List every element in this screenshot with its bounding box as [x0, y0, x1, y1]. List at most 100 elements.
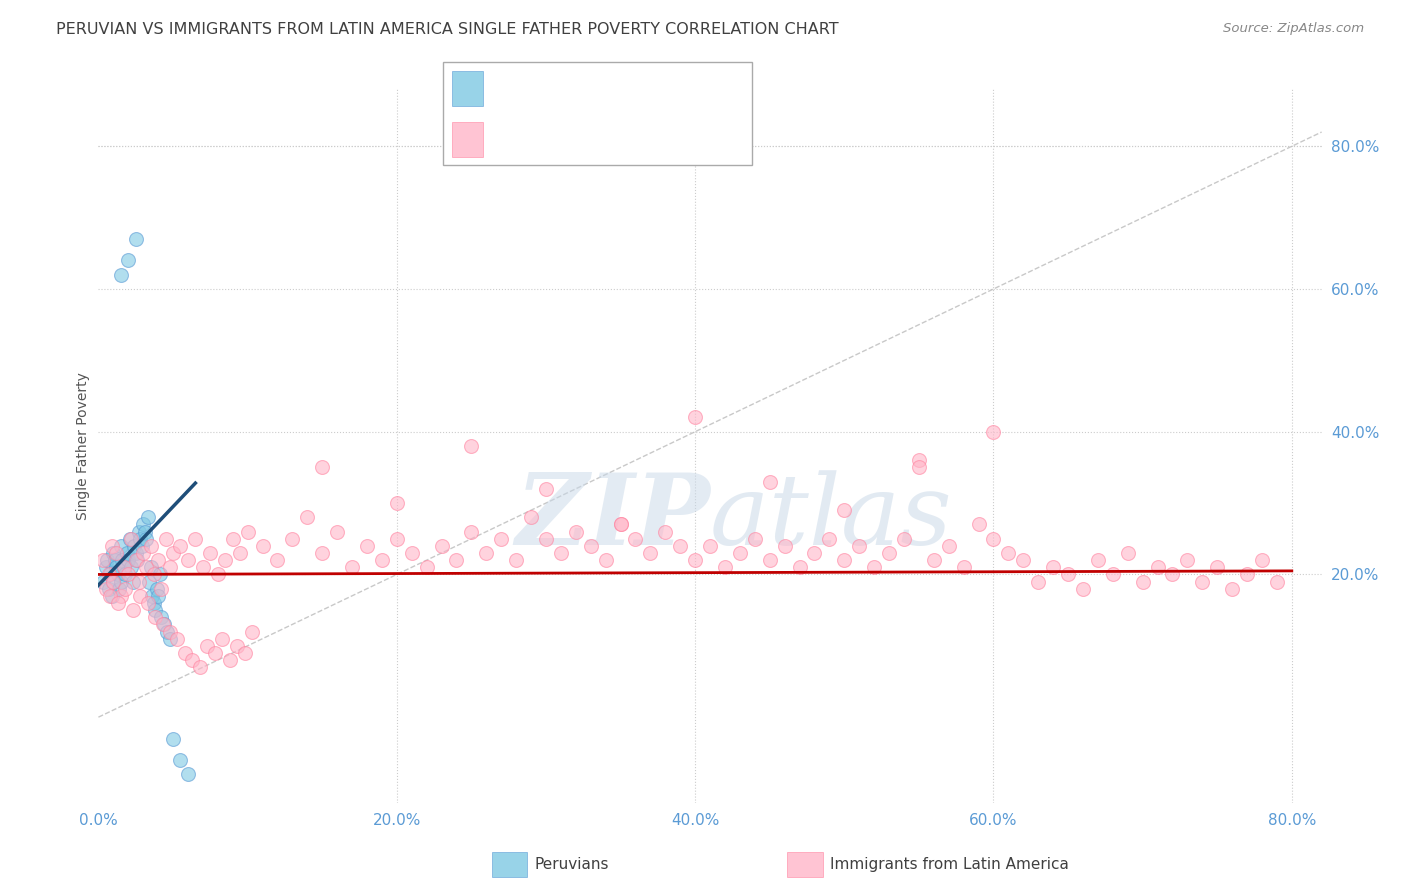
Point: [311, 546, 333, 560]
Point: [922, 553, 945, 567]
Point: [1026, 574, 1049, 589]
Point: [669, 539, 692, 553]
Point: [997, 546, 1019, 560]
Text: PERUVIAN VS IMMIGRANTS FROM LATIN AMERICA SINGLE FATHER POVERTY CORRELATION CHAR: PERUVIAN VS IMMIGRANTS FROM LATIN AMERIC…: [56, 22, 839, 37]
Point: [863, 560, 886, 574]
FancyBboxPatch shape: [443, 62, 752, 165]
Point: [142, 596, 165, 610]
Point: [297, 510, 319, 524]
Point: [579, 539, 602, 553]
Point: [1265, 574, 1288, 589]
Point: [773, 539, 796, 553]
Point: [221, 532, 243, 546]
Point: [728, 546, 751, 560]
Point: [112, 560, 135, 574]
Point: [149, 567, 172, 582]
Point: [1177, 553, 1199, 567]
Point: [117, 567, 139, 582]
Point: [520, 510, 543, 524]
Point: [125, 232, 148, 246]
Point: [1132, 574, 1154, 589]
Point: [162, 731, 184, 746]
Point: [1236, 567, 1258, 582]
Point: [211, 632, 233, 646]
Point: [214, 553, 236, 567]
Point: [110, 589, 132, 603]
Point: [94, 582, 117, 596]
Point: [207, 567, 229, 582]
Point: [200, 546, 222, 560]
Point: [1087, 553, 1109, 567]
Point: [565, 524, 588, 539]
Point: [115, 546, 138, 560]
Point: [188, 660, 211, 674]
Point: [340, 560, 363, 574]
Point: [489, 532, 512, 546]
Text: R = 0.283   N = 50: R = 0.283 N = 50: [495, 79, 652, 97]
Point: [624, 532, 647, 546]
Point: [803, 546, 825, 560]
Point: [131, 539, 153, 553]
Point: [145, 582, 167, 596]
Point: [430, 539, 453, 553]
Point: [550, 546, 572, 560]
Point: [204, 646, 226, 660]
Point: [146, 589, 169, 603]
Point: [266, 553, 288, 567]
Point: [908, 453, 931, 467]
Point: [127, 553, 149, 567]
Point: [135, 532, 157, 546]
Point: [534, 532, 557, 546]
Y-axis label: Single Father Poverty: Single Father Poverty: [76, 372, 90, 520]
Point: [1220, 582, 1243, 596]
Text: Peruvians: Peruvians: [534, 857, 609, 871]
Text: ZIP: ZIP: [515, 469, 710, 566]
Point: [818, 532, 841, 546]
FancyBboxPatch shape: [453, 122, 484, 157]
Point: [356, 539, 378, 553]
Point: [132, 517, 155, 532]
Point: [401, 546, 423, 560]
Point: [103, 574, 125, 589]
Point: [135, 560, 157, 574]
Point: [326, 524, 349, 539]
Point: [1057, 567, 1080, 582]
Point: [98, 589, 121, 603]
Point: [595, 553, 617, 567]
Point: [983, 425, 1005, 439]
Point: [415, 560, 437, 574]
Point: [1146, 560, 1168, 574]
Point: [233, 646, 256, 660]
Point: [162, 546, 184, 560]
Point: [91, 553, 114, 567]
Point: [385, 496, 408, 510]
Point: [101, 539, 124, 553]
Point: [252, 539, 274, 553]
Point: [129, 532, 152, 546]
Point: [654, 524, 676, 539]
Point: [152, 617, 174, 632]
Point: [134, 524, 156, 539]
Point: [120, 560, 142, 574]
Point: [1161, 567, 1184, 582]
Point: [181, 653, 204, 667]
Point: [96, 553, 118, 567]
Point: [159, 560, 181, 574]
Point: [132, 546, 155, 560]
Point: [97, 582, 120, 596]
Point: [195, 639, 218, 653]
FancyBboxPatch shape: [453, 70, 484, 105]
Point: [103, 574, 125, 589]
Point: [609, 517, 631, 532]
Point: [1042, 560, 1064, 574]
Point: [107, 567, 129, 582]
Point: [758, 553, 780, 567]
Point: [142, 567, 165, 582]
Point: [699, 539, 721, 553]
Point: [143, 603, 166, 617]
Point: [114, 582, 136, 596]
Point: [177, 767, 200, 781]
Point: [218, 653, 240, 667]
Point: [120, 532, 142, 546]
Point: [125, 546, 148, 560]
